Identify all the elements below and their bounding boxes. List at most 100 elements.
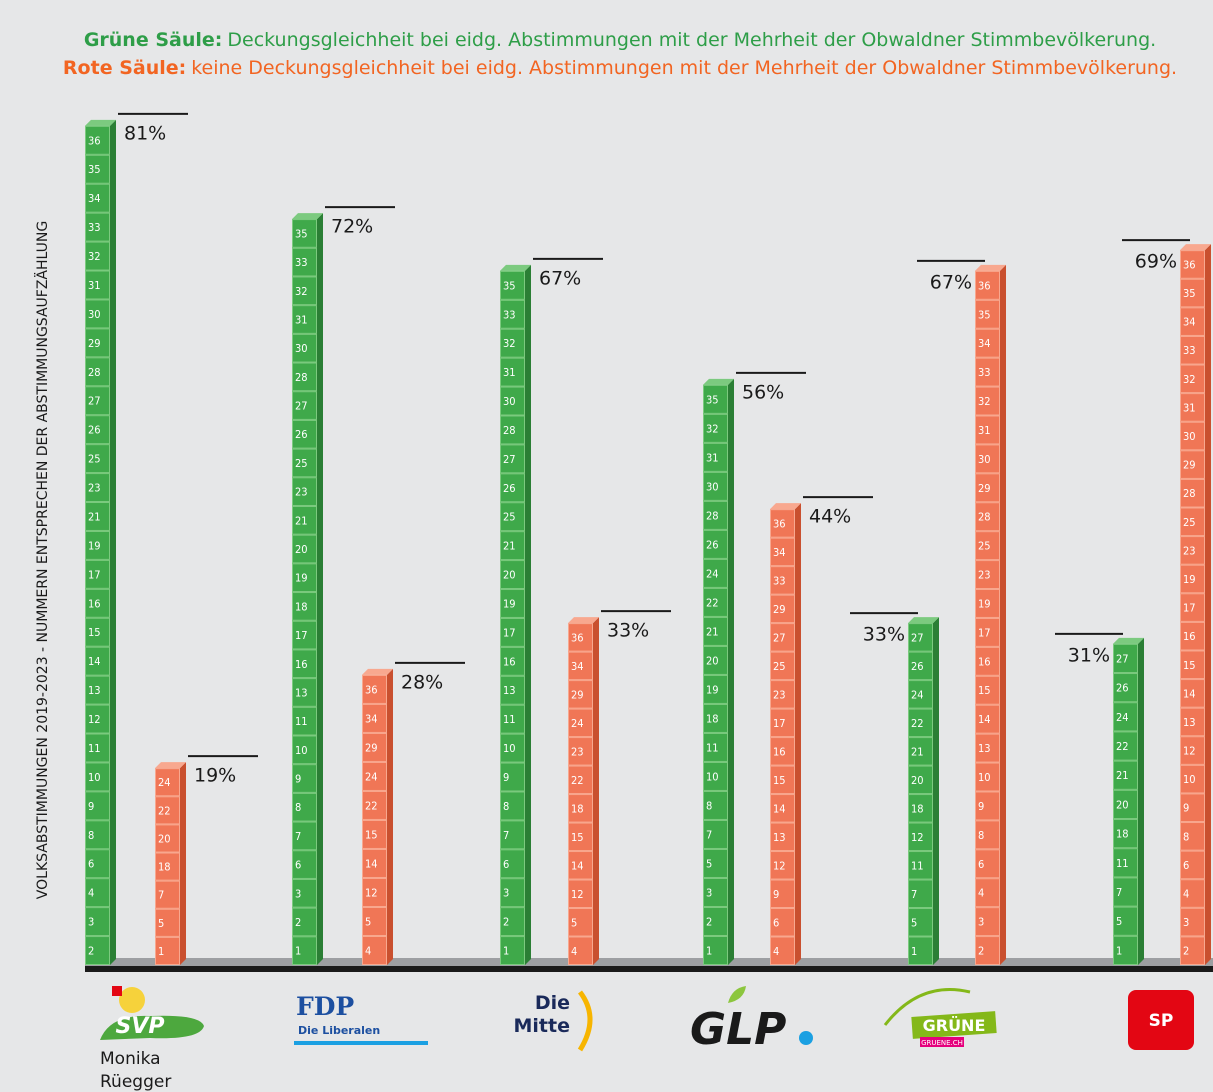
block (1180, 335, 1205, 365)
block-number: 35 (88, 163, 101, 176)
block (292, 850, 317, 879)
block (703, 384, 728, 414)
block-number: 15 (1183, 659, 1196, 672)
block (1180, 822, 1205, 851)
block-number: 14 (773, 802, 786, 815)
block (85, 878, 110, 908)
legend-green: Grüne Säule: Deckungsgleichheit bei eidg.… (84, 29, 1156, 51)
block (975, 473, 1000, 503)
block-number: 28 (503, 424, 516, 437)
block (770, 651, 795, 681)
block-number: 20 (158, 832, 171, 845)
block-number: 5 (706, 857, 712, 870)
block-number: 24 (1116, 711, 1129, 724)
block (770, 879, 795, 909)
block-number: 7 (1116, 886, 1122, 899)
block-number: 14 (365, 857, 378, 870)
block-number: 17 (773, 717, 786, 730)
block (703, 587, 728, 617)
block-number: 32 (978, 395, 991, 408)
block (500, 849, 525, 879)
block-number: 24 (365, 770, 378, 783)
block-number: 32 (295, 285, 308, 298)
block (500, 617, 525, 647)
block (85, 588, 110, 618)
block-number: 36 (773, 517, 786, 530)
logo-subtext: Monika (100, 1049, 161, 1069)
value-label: 33% (607, 620, 649, 642)
bar-side (387, 668, 393, 965)
block-number: 17 (503, 626, 516, 639)
block (292, 792, 317, 822)
block-number: 29 (88, 337, 101, 350)
block-number: 35 (295, 227, 308, 240)
block-number: 8 (503, 800, 509, 813)
logo-glp: GLP (690, 986, 813, 1055)
block (1180, 764, 1205, 794)
block-number: 22 (365, 799, 378, 812)
block-number: 13 (88, 684, 101, 697)
block (292, 563, 317, 593)
block-number: 23 (773, 688, 786, 701)
block (292, 821, 317, 851)
bar-top (1180, 244, 1211, 251)
block-number: 12 (1183, 745, 1196, 758)
block-number: 22 (1116, 740, 1129, 753)
block (770, 822, 795, 852)
block-number: 15 (571, 831, 584, 844)
value-label: 33% (863, 624, 905, 646)
block-number: 17 (295, 629, 308, 642)
block (500, 820, 525, 850)
block (85, 415, 110, 445)
bar-top (292, 213, 323, 220)
block (500, 589, 525, 618)
block-number: 10 (1183, 773, 1196, 786)
block-number: 25 (773, 660, 786, 673)
block-number: 12 (571, 888, 584, 901)
block (975, 328, 1000, 358)
column: 1 2 3 6 7 8 9 10 11 13 16 17 19 20 21 25 26 27 28 30 31 32 33 3… (500, 264, 531, 965)
bar-side (728, 378, 734, 966)
block (703, 500, 728, 530)
block (85, 675, 110, 705)
block-number: 10 (978, 771, 991, 784)
block-number: 7 (706, 828, 712, 841)
block (770, 594, 795, 624)
block (703, 935, 728, 966)
block-number: 24 (571, 717, 584, 730)
logo-text: SP (1149, 1011, 1174, 1031)
block (500, 415, 525, 445)
block-number: 9 (88, 800, 94, 813)
block (1180, 593, 1205, 622)
block-number: 19 (1183, 573, 1196, 586)
block-number: 34 (978, 337, 991, 350)
block (85, 183, 110, 213)
block-number: 12 (911, 831, 924, 844)
block (500, 791, 525, 821)
block-number: 5 (365, 915, 371, 928)
block (500, 733, 525, 763)
block (85, 559, 110, 589)
block-number: 6 (773, 916, 779, 929)
logo-subtext: GRUENE.CH (921, 1039, 963, 1047)
block (908, 908, 933, 937)
block (500, 328, 525, 358)
block-number: 5 (158, 917, 164, 930)
block (975, 357, 1000, 387)
block-number: 17 (88, 568, 101, 581)
bar-side (1000, 264, 1006, 965)
block-number: 6 (1183, 859, 1189, 872)
block (1180, 393, 1205, 422)
legend-text: keine Deckungsgleichheit bei eidg. Absti… (191, 57, 1177, 79)
block-number: 23 (88, 482, 101, 495)
block-number: 10 (88, 771, 101, 784)
value-label: 19% (194, 765, 236, 787)
block-number: 33 (1183, 344, 1196, 357)
value-label: 31% (1068, 644, 1110, 666)
column: 4 6 9 12 13 14 15 16 17 23 25 27 29 33 34 36 (770, 503, 801, 966)
block (975, 878, 1000, 908)
block (1113, 760, 1138, 790)
block (770, 737, 795, 766)
block-number: 25 (503, 511, 516, 524)
block-number: 27 (503, 453, 516, 466)
